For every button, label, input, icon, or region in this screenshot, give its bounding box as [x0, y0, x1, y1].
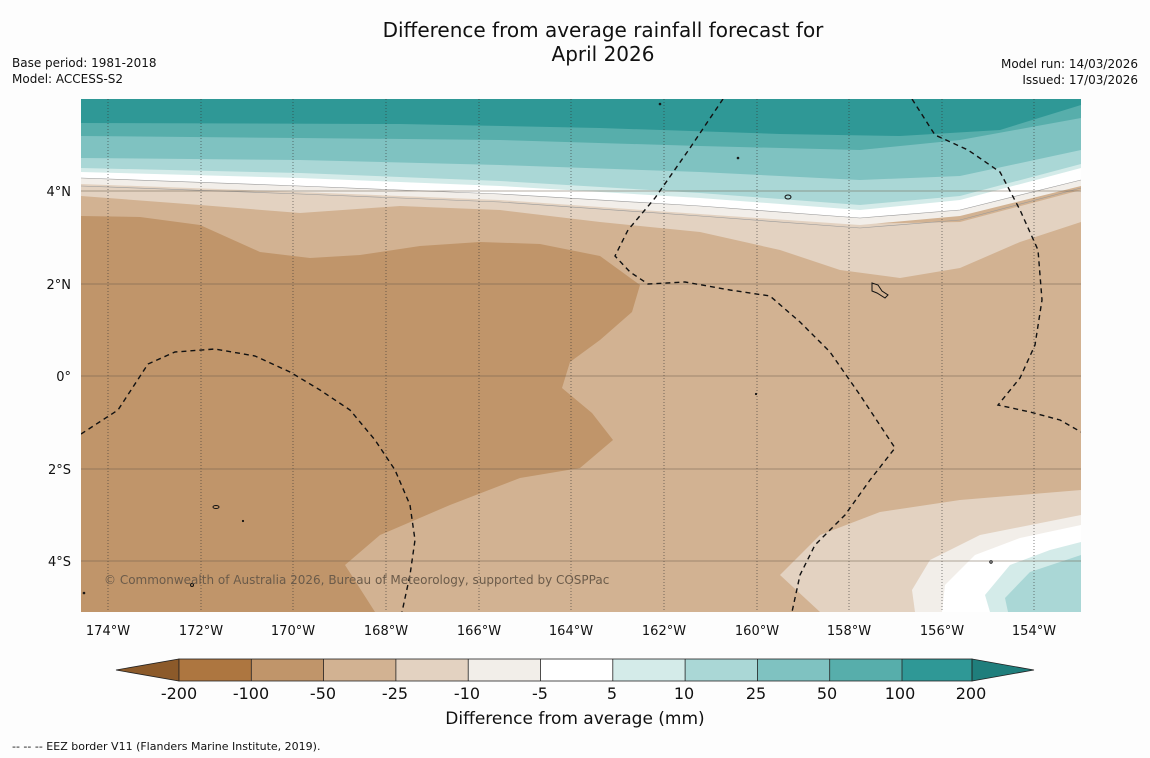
colorbar-segment [612, 659, 686, 681]
latitude-labels: 4°N 2°N 0° 2°S 4°S [47, 185, 72, 570]
lon-label: 164°W [549, 624, 593, 639]
lat-label: 0° [56, 370, 71, 385]
colorbar-extend-low [115, 658, 180, 682]
lon-label: 156°W [920, 624, 964, 639]
colorbar-segment [179, 659, 252, 681]
colorbar-labels: -200 -100 -50 -25 -10 -5 5 10 25 50 100 … [161, 684, 986, 703]
colorbar-ticks [250, 659, 903, 681]
lon-label: 172°W [179, 624, 223, 639]
colorbar-title: Difference from average (mm) [445, 709, 705, 729]
colorbar-segment [468, 659, 541, 681]
colorbar-segment [902, 659, 972, 681]
lat-label: 2°S [48, 463, 71, 478]
colorbar-label: 200 [956, 684, 987, 703]
eez-borders [81, 99, 1081, 612]
colorbar-label: -200 [161, 684, 197, 703]
colorbar: -200 -100 -50 -25 -10 -5 5 10 25 50 100 … [115, 658, 1035, 703]
colorbar-segment [829, 659, 902, 681]
colorbar-label: -50 [310, 684, 336, 703]
colorbar-label: 5 [607, 684, 617, 703]
colorbar-segment [251, 659, 324, 681]
lat-label: 2°N [47, 278, 72, 293]
title-line-2: April 2026 [551, 42, 655, 66]
contour-lightteal-southeast [1005, 555, 1081, 612]
colorbar-label: 50 [817, 684, 837, 703]
colorbar-label: 100 [885, 684, 916, 703]
colorbar-segment [540, 659, 613, 681]
islands [82, 102, 993, 595]
colorbar-segment [395, 659, 469, 681]
model-run: Model run: 14/03/2026 [1000, 57, 1138, 71]
latitude-gridlines [81, 190, 1081, 562]
meta-right: Model run: 14/03/2026 Issued: 17/03/2026 [1001, 56, 1138, 88]
contour-light-north [81, 180, 1081, 278]
lon-label: 158°W [827, 624, 871, 639]
model-name: Model: ACCESS-S2 [12, 72, 124, 86]
contour-wet-band-7 [81, 99, 1081, 136]
colorbar-label: 25 [746, 684, 766, 703]
map-plot-area: © Commonwealth of Australia 2026, Bureau… [81, 99, 1081, 612]
meta-left: Base period: 1981-2018 Model: ACCESS-S2 [12, 55, 157, 87]
colorbar-label: -25 [382, 684, 408, 703]
lon-label: 170°W [271, 624, 315, 639]
colorbar-label: -100 [233, 684, 269, 703]
colorbar-label: -10 [454, 684, 480, 703]
map-title: Difference from average rainfall forecas… [0, 18, 1150, 66]
lon-label: 154°W [1012, 624, 1056, 639]
lon-label: 162°W [642, 624, 686, 639]
colorbar-segment [323, 659, 396, 681]
colorbar-frame [178, 658, 973, 682]
colorbar-label: 10 [674, 684, 694, 703]
lon-label: 168°W [364, 624, 408, 639]
colorbar-label: -5 [532, 684, 548, 703]
colorbar-segment [757, 659, 830, 681]
title-line-1: Difference from average rainfall forecas… [382, 18, 824, 42]
longitude-labels: 174°W 172°W 170°W 168°W 166°W 164°W 162°… [86, 624, 1056, 639]
lon-label: 166°W [457, 624, 501, 639]
contour-edges [81, 177, 1081, 229]
eez-legend-footer: -- -- -- EEZ border V11 (Flanders Marine… [12, 740, 321, 753]
colorbar-extend-high [971, 658, 1035, 682]
colorbar-segment [685, 659, 758, 681]
lon-label: 160°W [735, 624, 779, 639]
lat-label: 4°S [48, 555, 71, 570]
copyright-text: © Commonwealth of Australia 2026, Bureau… [104, 573, 609, 587]
issued-date: Issued: 17/03/2026 [1022, 73, 1138, 87]
base-period: Base period: 1981-2018 [12, 56, 157, 70]
contour-dry-west [81, 216, 640, 612]
lon-label: 174°W [86, 624, 130, 639]
lat-label: 4°N [47, 185, 72, 200]
